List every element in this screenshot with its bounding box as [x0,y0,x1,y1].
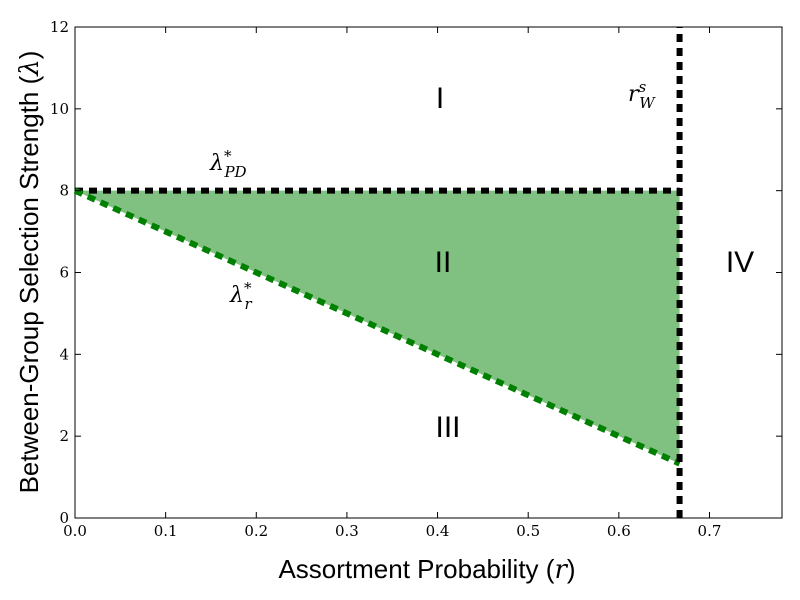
y-tick-label: 12 [50,18,69,36]
lambda-r-line [73,187,681,467]
region-label-ii: II [435,246,452,279]
y-ticks: 0 2 4 6 8 10 12 [50,18,782,527]
y-tick-label: 2 [59,427,69,445]
region-label-iv: IV [726,246,754,279]
x-tick-label: 0.6 [607,522,631,540]
region-label-i: I [436,82,444,115]
y-tick-label: 10 [50,100,69,118]
x-axis-title: Assortment Probability (r) [278,554,575,585]
shaded-region [75,190,680,464]
x-tick-label: 0.3 [335,522,359,540]
y-tick-label: 0 [59,509,69,527]
y-tick-label: 4 [59,345,69,363]
x-tick-label: 0.2 [244,522,268,540]
x-tick-label: 0.4 [426,522,450,540]
x-tick-label: 0.0 [63,522,87,540]
lambda-r-label: λ* r [229,279,252,313]
r-ws-label: rs W [628,78,656,112]
x-tick-label: 0.7 [698,522,722,540]
y-tick-label: 6 [59,264,69,282]
x-ticks: 0.0 0.1 0.2 0.3 0.4 0.5 0.6 0.7 [63,27,721,540]
x-tick-label: 0.5 [516,522,540,540]
y-tick-label: 8 [59,182,69,200]
lambda-pd-label: λ* PD [209,147,247,181]
x-tick-label: 0.1 [154,522,178,540]
y-axis-title: Between-Group Selection Strength (λ) [14,51,45,494]
region-label-iii: III [435,411,460,444]
